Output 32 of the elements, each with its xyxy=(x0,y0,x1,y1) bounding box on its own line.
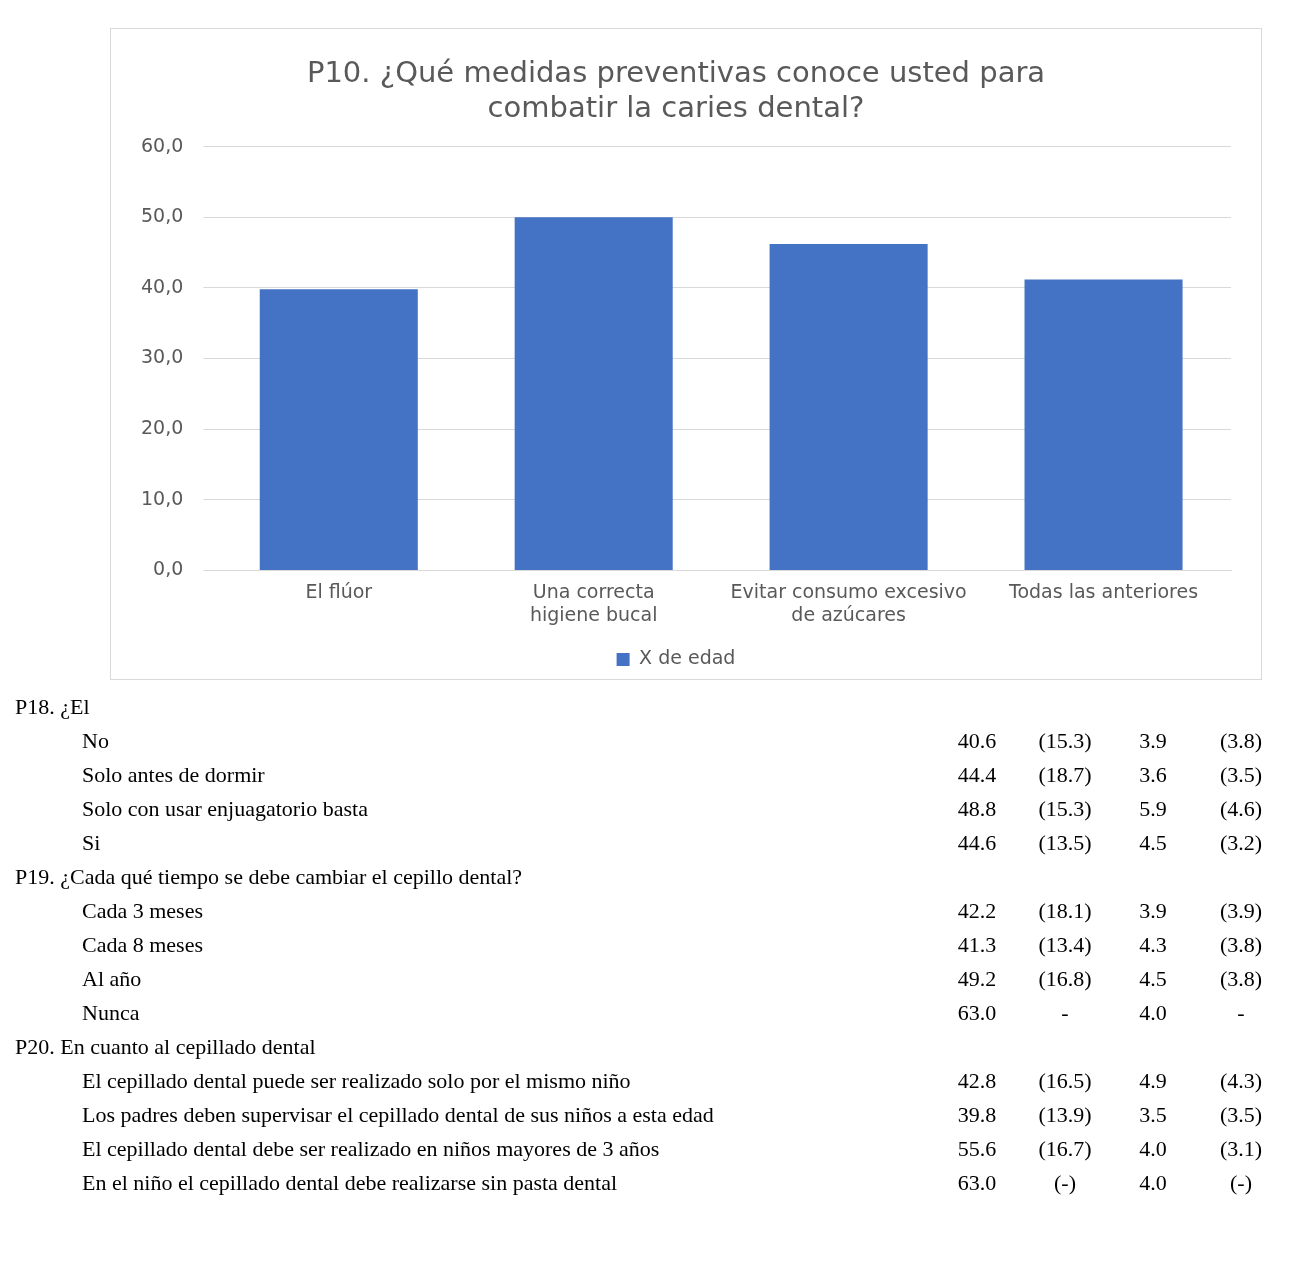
chart-title: P10. ¿Qué medidas preventivas conoce usted para combatir la caries dental? xyxy=(306,54,1046,124)
text: El cepillado dental puede ser realizado solo por el mismo niño 42.8 (16.5) 4.9 (4.3) xyxy=(82,1068,1263,1093)
y-tick-label: 30,0 xyxy=(140,345,184,368)
text: No 40.6 (15.3) 3.9 (3.8) xyxy=(82,728,1263,753)
y-tick-label: 60,0 xyxy=(140,133,184,156)
y-tick-label: 40,0 xyxy=(140,274,184,297)
text: P18. ¿El xyxy=(15,694,91,720)
y-tick-label: 0,0 xyxy=(153,557,184,580)
legend-label: X de edad xyxy=(639,646,736,669)
text: Si 44.6 (13.5) 4.5 (3.2) xyxy=(82,830,1263,855)
x-tick-label: Evitar consumo excesivo de azúcares xyxy=(730,579,967,625)
x-tick-label: Todas las anteriores xyxy=(1008,579,1199,602)
y-tick-label: 10,0 xyxy=(140,486,184,509)
text: Cada 3 meses 42.2 (18.1) 3.9 (3.9) xyxy=(82,898,1263,923)
text: Cada 8 meses 41.3 (13.4) 4.3 (3.8) xyxy=(82,932,1263,957)
text: Nunca 63.0 - 4.0 - xyxy=(82,1000,1245,1025)
bar xyxy=(514,217,673,570)
bar xyxy=(769,244,928,570)
x-tick-label: El flúor xyxy=(305,579,373,602)
y-tick-label: 20,0 xyxy=(140,416,184,439)
x-tick-label: Una correcta higiene bucal xyxy=(529,579,658,625)
text: Los padres deben supervisar el cepillado dental de sus niños a esta edad 39.8 (13.9) 3.5 (3.5) xyxy=(82,1102,1263,1127)
text: Solo antes de dormir 44.4 (18.7) 3.6 (3.5) xyxy=(82,762,1263,787)
text: Al año 49.2 (16.8) 4.5 (3.8) xyxy=(82,966,1263,991)
text: En el niño el cepillado dental debe realizarse sin pasta dental 63.0 (-) 4.0 (-) xyxy=(82,1170,1252,1195)
text: Solo con usar enjuagatorio basta 48.8 (15.3) 5.9 (4.6) xyxy=(82,796,1263,821)
text: P20. En cuanto al cepillado dental xyxy=(15,1034,317,1060)
bar xyxy=(1024,279,1183,570)
y-tick-label: 50,0 xyxy=(140,204,184,227)
text: P19. ¿Cada qué tiempo se debe cambiar el cepillo dental? xyxy=(15,864,524,890)
bar xyxy=(259,289,418,570)
text: El cepillado dental debe ser realizado en niños mayores de 3 años 55.6 (16.7) 4.0 (3.1) xyxy=(82,1136,1263,1161)
